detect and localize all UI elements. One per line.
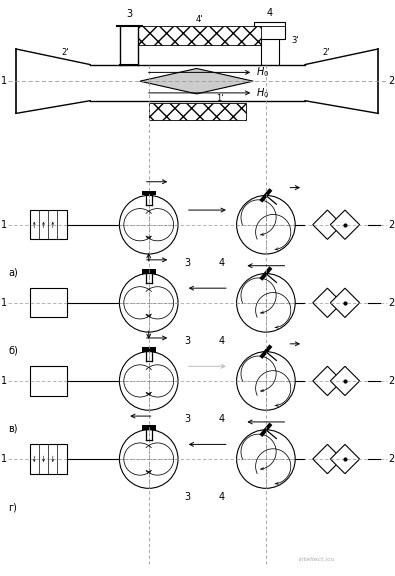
Polygon shape: [313, 210, 342, 240]
Text: 1: 1: [1, 298, 7, 308]
Text: 3: 3: [126, 9, 132, 18]
Bar: [142, 191, 156, 195]
Text: 1: 1: [1, 219, 7, 230]
Text: в): в): [8, 424, 18, 434]
Text: 3: 3: [184, 336, 190, 346]
Text: 3: 3: [184, 258, 190, 268]
Bar: [254, 22, 286, 39]
Text: 4': 4': [196, 14, 203, 24]
Text: 2: 2: [388, 298, 394, 308]
Polygon shape: [330, 210, 359, 240]
FancyArrow shape: [260, 423, 273, 437]
Polygon shape: [140, 69, 253, 94]
Text: $H_0$: $H_0$: [256, 66, 269, 79]
Text: 2': 2': [323, 48, 330, 57]
Bar: [149, 103, 246, 120]
Text: 2': 2': [61, 48, 68, 57]
Text: 4: 4: [267, 7, 273, 18]
Bar: [138, 25, 261, 45]
Polygon shape: [313, 366, 342, 396]
Bar: [30, 445, 67, 473]
Polygon shape: [313, 288, 342, 317]
FancyArrow shape: [260, 188, 273, 203]
Text: а): а): [8, 268, 18, 278]
Text: 1: 1: [1, 76, 7, 86]
Bar: [142, 268, 156, 274]
Text: intellect.icu: intellect.icu: [298, 556, 335, 562]
Bar: [30, 288, 67, 317]
Polygon shape: [330, 288, 359, 317]
Text: 4: 4: [219, 492, 225, 502]
Bar: [30, 210, 67, 240]
FancyArrow shape: [260, 344, 273, 359]
Text: 2: 2: [388, 76, 394, 86]
Text: 3: 3: [184, 492, 190, 502]
Text: 1: 1: [1, 454, 7, 464]
Polygon shape: [313, 445, 342, 473]
Bar: [142, 347, 156, 351]
Polygon shape: [330, 366, 359, 396]
Bar: [30, 366, 67, 396]
Text: 2: 2: [388, 454, 394, 464]
Text: 3': 3': [292, 36, 299, 45]
Text: 1: 1: [1, 376, 7, 386]
Text: г): г): [8, 502, 17, 512]
Text: 4: 4: [219, 336, 225, 346]
Text: 2: 2: [388, 376, 394, 386]
FancyArrow shape: [260, 266, 273, 281]
Text: 4: 4: [219, 414, 225, 424]
Text: $H_0$: $H_0$: [256, 86, 269, 100]
Bar: [142, 425, 156, 430]
Text: 1': 1': [216, 94, 224, 103]
Text: б): б): [8, 346, 18, 356]
Text: 2: 2: [388, 219, 394, 230]
Text: 3: 3: [184, 414, 190, 424]
Text: 4: 4: [219, 258, 225, 268]
Polygon shape: [330, 445, 359, 473]
